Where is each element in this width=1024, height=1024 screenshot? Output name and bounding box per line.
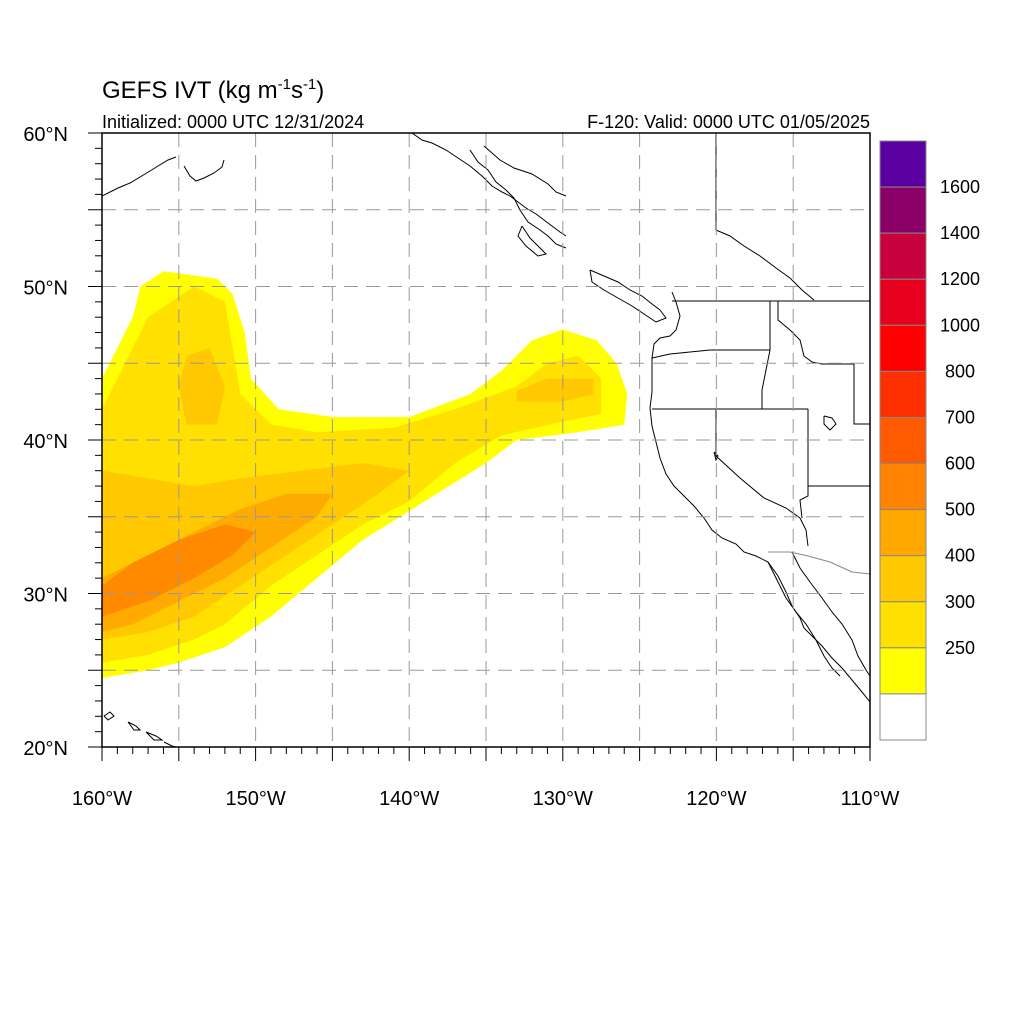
colorbar-swatch xyxy=(879,278,927,326)
coastline-gulf-of-california xyxy=(791,551,870,677)
colorbar-swatches xyxy=(879,140,927,741)
colorbar-label: 700 xyxy=(945,407,975,427)
colorbar-label: 1400 xyxy=(940,223,980,243)
coastline-hawaii-2 xyxy=(127,721,142,731)
lon-label: 110°W xyxy=(841,788,900,810)
border-bc-coast-range xyxy=(483,145,567,197)
latitude-labels: 60°N 50°N 40°N 30°N 20°N xyxy=(23,124,68,760)
coastline-vancouver-island xyxy=(589,269,667,323)
colorbar-swatch xyxy=(879,324,927,372)
coastline-alaska-peninsula xyxy=(102,156,177,197)
coastline-hawaii-1 xyxy=(103,711,115,721)
title-mid: s xyxy=(291,77,303,104)
ivt-region-600-6 xyxy=(102,524,256,617)
map-frame xyxy=(101,132,871,748)
colorbar-swatch xyxy=(879,693,927,741)
title-sup1: -1 xyxy=(278,76,291,93)
colorbar-swatch xyxy=(879,416,927,465)
border-or-id xyxy=(761,349,771,409)
lat-label: 50°N xyxy=(23,278,68,300)
lat-lon-grid xyxy=(102,133,870,747)
coastline-southeast-alaska xyxy=(411,133,567,237)
figure-title: GEFS IVT (kg m-1s-1) xyxy=(102,76,324,104)
subtitle-initialized: Initialized: 0000 UTC 12/31/2024 xyxy=(102,112,364,132)
border-az-ca xyxy=(799,517,809,547)
colorbar-label: 1600 xyxy=(940,177,980,197)
colorbar-label: 1000 xyxy=(940,315,980,335)
coastline-hawaii-3 xyxy=(145,731,164,741)
border-ut-wy xyxy=(853,364,870,425)
colorbar-label: 400 xyxy=(945,546,975,566)
longitude-labels: 160°W 150°W 140°W 130°W 120°W 110°W xyxy=(72,788,900,810)
colorbar-labels: 1600 1400 1200 1000 800 700 600 500 400 300 250 xyxy=(940,177,980,658)
ivt-colorbar: 1600 1400 1200 1000 800 700 600 500 400 300 250 xyxy=(879,140,980,741)
lon-label: 150°W xyxy=(225,788,285,810)
lon-label: 160°W xyxy=(72,788,132,810)
lat-label: 30°N xyxy=(23,585,68,607)
ivt-region-400-3 xyxy=(178,347,225,425)
coastline-great-salt-lake xyxy=(823,415,837,431)
colorbar-swatch xyxy=(879,463,927,511)
coastline-bc-islands xyxy=(517,225,547,257)
border-nv-ut xyxy=(799,409,809,519)
colorbar-label: 1200 xyxy=(940,269,980,289)
colorbar-swatch xyxy=(879,555,927,603)
border-id-mt xyxy=(777,301,854,365)
colorbar-swatch xyxy=(879,186,927,234)
colorbar-label: 800 xyxy=(945,361,975,381)
title-close: ) xyxy=(316,77,324,104)
coastline-west-us xyxy=(649,291,870,703)
title-sup2: -1 xyxy=(303,76,316,93)
lat-label: 20°N xyxy=(23,738,68,760)
lat-label: 40°N xyxy=(23,431,68,453)
map-panel: 160°W 150°W 140°W 130°W 120°W 110°W 60°N 50°N 4… xyxy=(23,124,899,810)
axis-ticks xyxy=(88,132,871,761)
colorbar-swatch xyxy=(879,140,927,188)
colorbar-label: 500 xyxy=(945,500,975,520)
lon-label: 140°W xyxy=(379,788,439,810)
border-wa-or xyxy=(651,349,770,359)
colorbar-label: 600 xyxy=(945,454,975,474)
lon-label: 130°W xyxy=(533,788,593,810)
lat-label: 60°N xyxy=(23,124,68,146)
coastline-alaska-gulf xyxy=(183,159,225,182)
coastline-baja-california xyxy=(767,561,841,677)
lon-label: 120°W xyxy=(686,788,746,810)
subtitle-valid: F-120: Valid: 0000 UTC 01/05/2025 xyxy=(587,112,870,132)
colorbar-label: 300 xyxy=(945,592,975,612)
title-main: GEFS IVT (kg m xyxy=(102,77,278,104)
colorbar-swatch xyxy=(879,370,927,418)
colorbar-swatch xyxy=(879,647,927,695)
colorbar-label: 250 xyxy=(945,638,975,658)
border-us-mexico xyxy=(768,551,870,575)
ivt-region-400-4 xyxy=(516,378,594,402)
colorbar-swatch xyxy=(879,232,927,280)
colorbar-swatch xyxy=(879,601,927,649)
colorbar-swatch xyxy=(879,509,927,557)
